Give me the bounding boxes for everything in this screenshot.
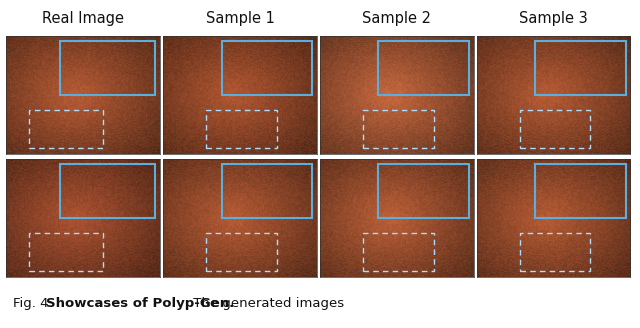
Bar [60, 41, 156, 95]
Text: Sample 3: Sample 3 [519, 11, 588, 27]
Text: The generated images: The generated images [189, 297, 344, 310]
Text: Sample 1: Sample 1 [205, 11, 275, 27]
Text: Fig. 4:: Fig. 4: [13, 297, 57, 310]
Bar [60, 164, 156, 218]
Bar [363, 234, 434, 271]
Bar [378, 164, 469, 218]
Bar [206, 111, 277, 148]
Bar [363, 111, 434, 148]
Text: Showcases of Polyp-Gen.: Showcases of Polyp-Gen. [46, 297, 234, 310]
Bar [29, 111, 103, 148]
Bar [535, 41, 626, 95]
Text: Real Image: Real Image [42, 11, 124, 27]
Bar [520, 111, 591, 148]
Bar [221, 41, 312, 95]
Bar [29, 234, 103, 271]
Bar [221, 164, 312, 218]
Bar [206, 234, 277, 271]
Bar [535, 164, 626, 218]
Bar [520, 234, 591, 271]
Text: Sample 2: Sample 2 [362, 11, 431, 27]
Bar [378, 41, 469, 95]
